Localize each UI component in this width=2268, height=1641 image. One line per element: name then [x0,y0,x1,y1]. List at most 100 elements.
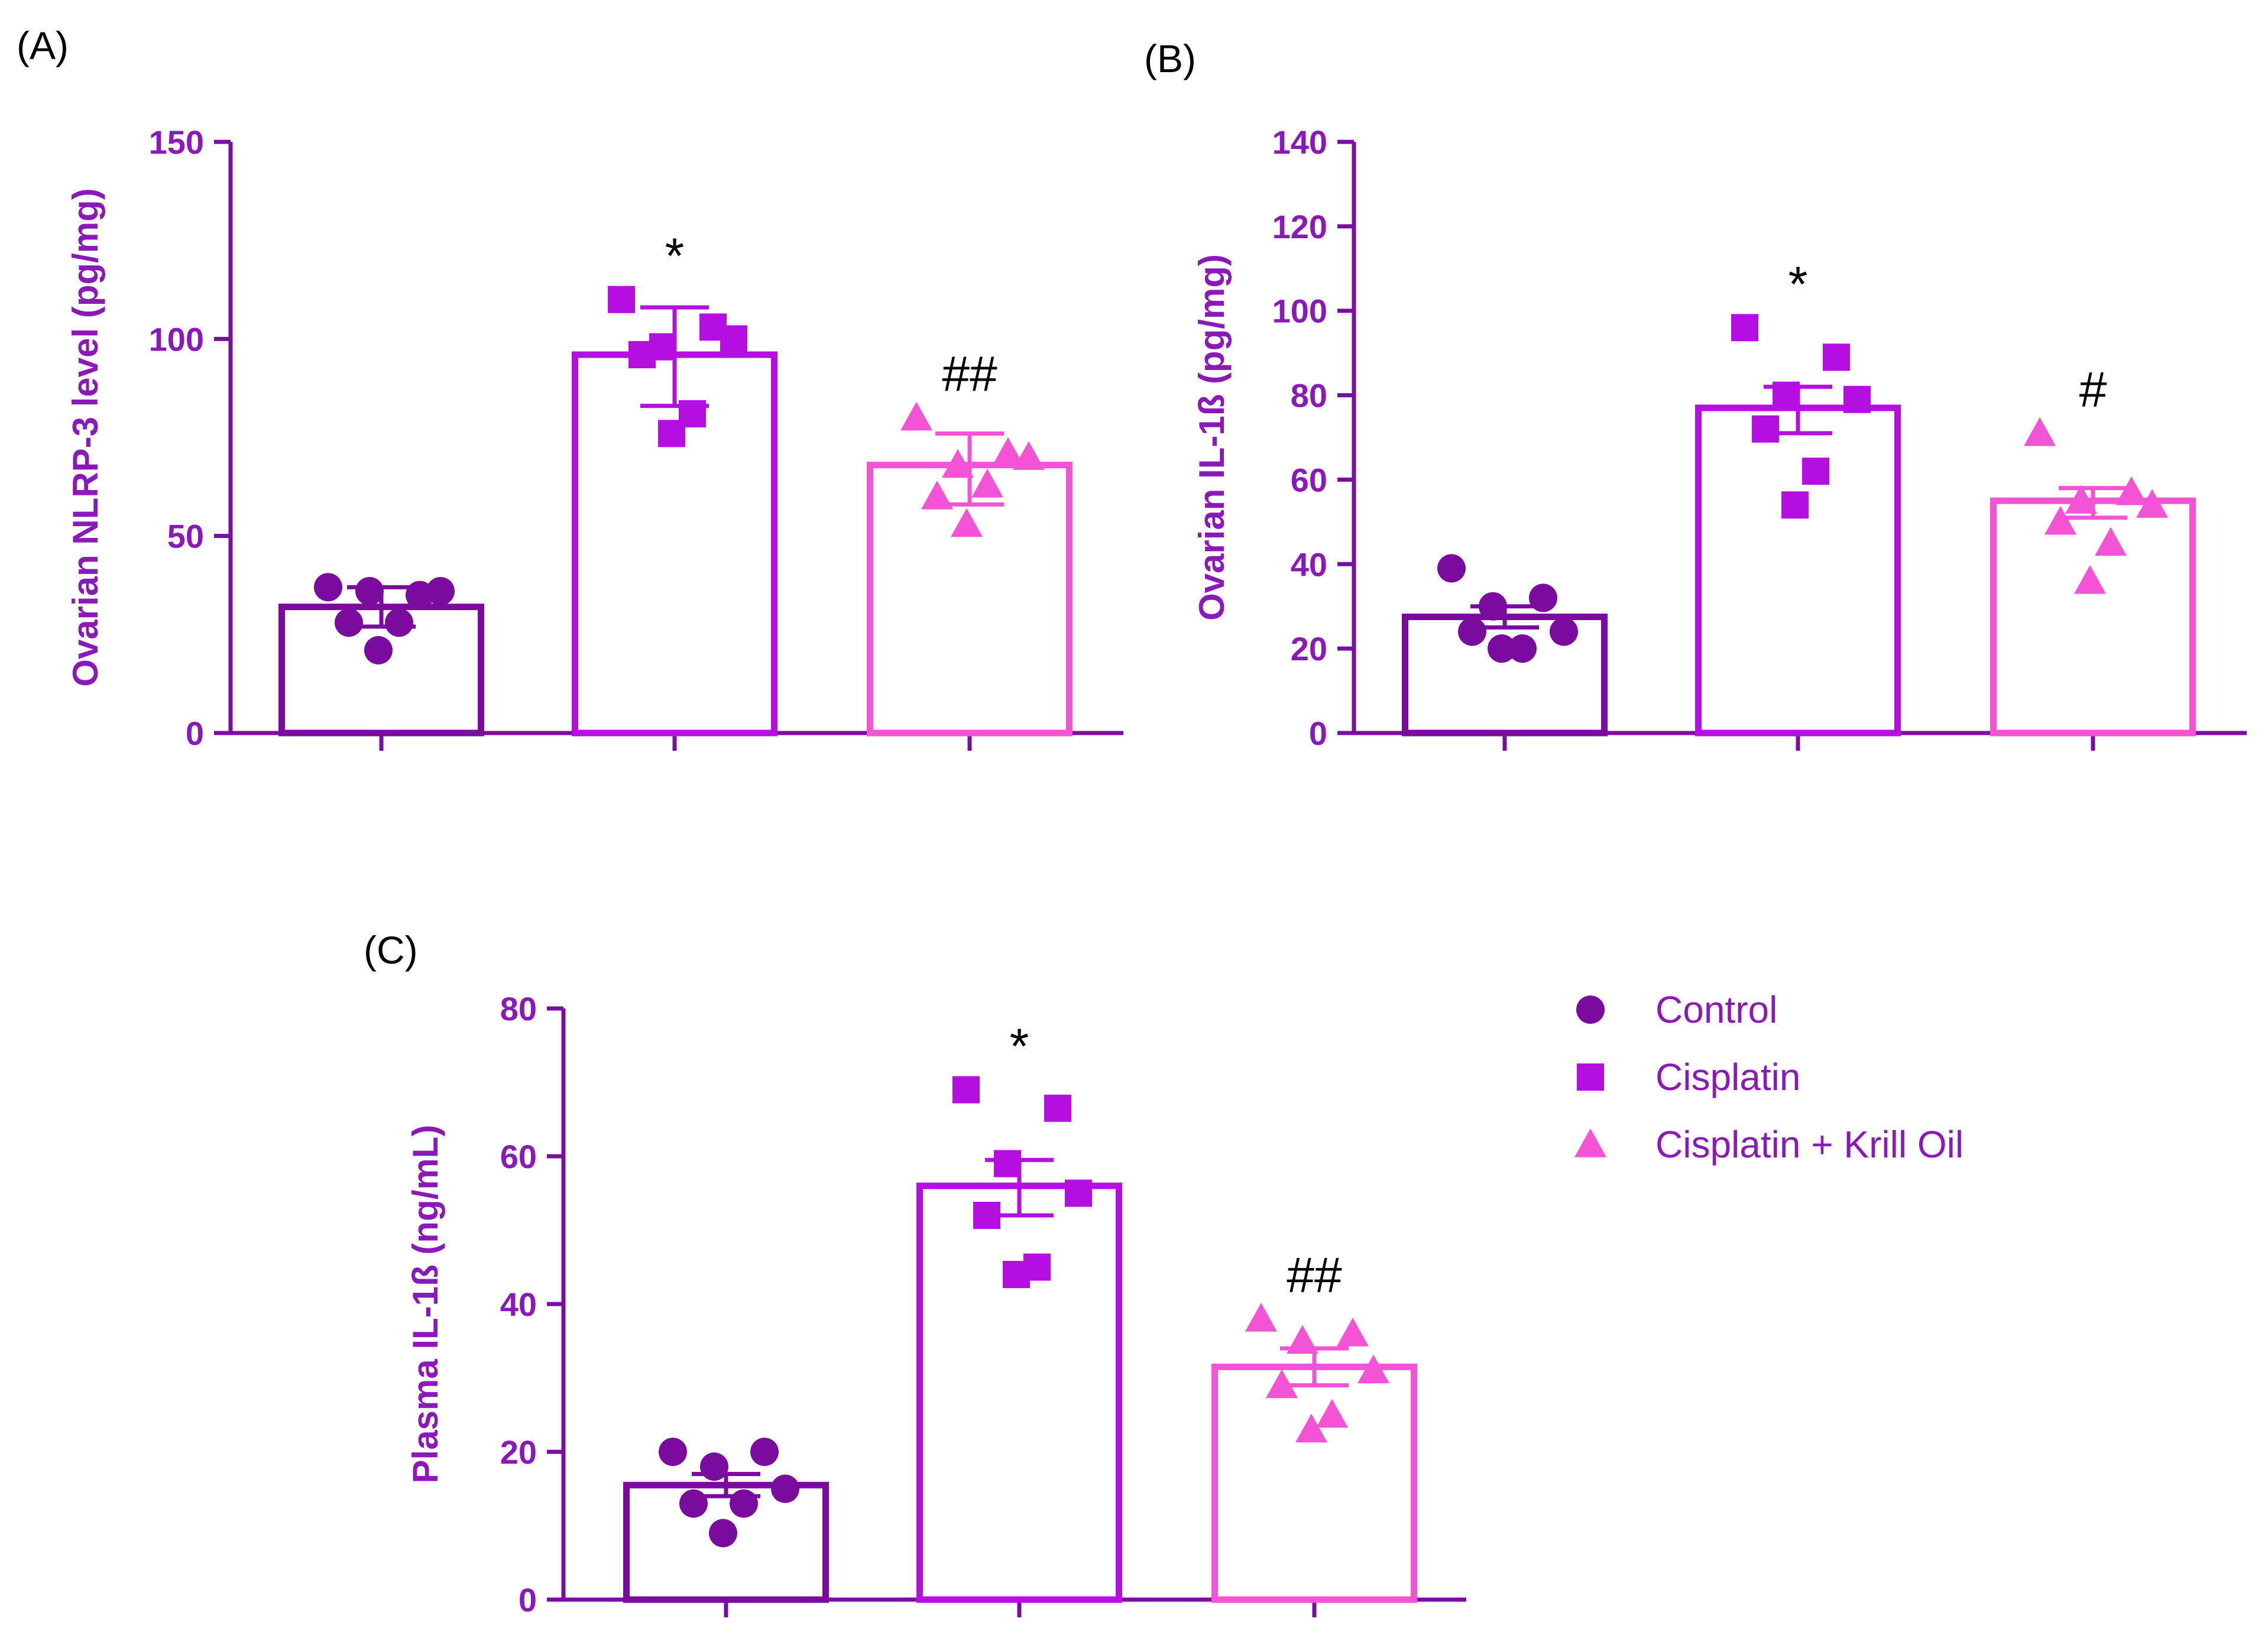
data-point [1550,617,1578,646]
data-point [1488,634,1516,663]
y-tick-label: 0 [1309,715,1327,752]
y-tick-label: 40 [1291,546,1327,583]
data-point [1337,1318,1369,1347]
legend-marker-triangle [1574,1128,1606,1157]
data-point [1781,491,1809,519]
bar-cisplatin-krill-oil [1990,497,2196,737]
data-point [1773,381,1800,409]
data-point [1437,554,1466,583]
y-tick-label: 60 [1291,461,1327,498]
y-tick-label: 100 [1272,293,1327,330]
data-point [1013,441,1045,470]
data-point [973,1202,1000,1229]
significance-annotation: * [1789,256,1808,312]
data-point [771,1474,799,1503]
data-point [709,1519,737,1548]
y-axis-title: Plasma IL-1ß (ng/mL) [406,1125,445,1484]
legend-label: Cisplatin + Krill Oil [1655,1123,1964,1166]
data-point [1044,1094,1071,1122]
bar-cisplatin [1695,404,1901,737]
data-point [1003,1261,1030,1288]
data-point [385,608,413,637]
data-point [1316,1399,1348,1428]
y-tick-label: 60 [500,1138,537,1175]
y-tick-label: 120 [1272,208,1327,245]
data-point [2045,505,2076,535]
data-point [720,325,747,353]
panel-c: (C) 0 20 40 60 80 Plasma IL-1ß (ng/mL) * ## [364,928,1466,1619]
data-point [335,608,363,637]
y-tick-label: 50 [167,518,204,555]
y-tick-label: 140 [1272,124,1327,161]
data-point [314,573,342,602]
data-point [1266,1369,1298,1399]
y-axis-title: Ovarian IL-1ß (pg/mg) [1192,254,1232,621]
data-point [426,577,455,605]
panel-b: (B) 0 20 40 60 80 100 120 140 Ovarian IL-1ß (pg/m… [1144,37,2247,752]
data-point [658,420,685,447]
data-point [608,286,635,313]
data-point [700,1452,728,1481]
data-point [1245,1303,1277,1332]
data-point [921,481,953,510]
panel-a: (A) 0 50 100 150 Ovarian NLRP-3 level (pg/mg)… [17,24,1123,752]
significance-annotation: # [2079,362,2107,417]
data-point [1529,583,1557,612]
data-point [628,341,656,368]
y-tick-label: 0 [186,715,204,752]
data-point [1479,592,1507,621]
significance-annotation: ## [1287,1247,1342,1303]
y-tick-label: 20 [1291,630,1327,667]
data-point [1843,385,1871,413]
y-tick-label: 0 [519,1581,537,1619]
data-point [992,437,1024,466]
data-point [1295,1413,1327,1443]
bar-cisplatin [572,351,777,737]
data-point [1823,343,1850,371]
significance-annotation: * [1010,1019,1029,1074]
data-point [679,1489,708,1518]
data-point [355,577,384,605]
data-point [952,1076,980,1104]
data-point [1731,314,1758,342]
data-point [1802,458,1829,485]
data-point [730,1489,758,1518]
data-point [994,1150,1021,1178]
legend-label: Cisplatin [1655,1056,1800,1098]
data-point [971,469,1003,498]
legend-marker-square [1577,1063,1604,1091]
significance-annotation: ## [942,346,997,402]
data-point [2136,489,2168,518]
legend-label: Control [1655,988,1777,1031]
y-axis-title: Ovarian NLRP-3 level (pg/mg) [66,188,105,687]
data-point [659,1438,687,1466]
data-point [364,636,393,664]
panel-label: (A) [17,24,69,67]
y-tick-label: 80 [1291,377,1327,414]
data-point [1287,1325,1318,1354]
y-tick-label: 40 [500,1286,537,1323]
data-point [942,449,974,478]
y-tick-label: 150 [149,124,204,161]
data-point [2074,565,2106,594]
panel-label: (C) [364,928,418,972]
y-tick-label: 80 [500,990,537,1027]
data-point [1065,1179,1092,1207]
y-tick-label: 20 [500,1434,537,1471]
data-point [750,1438,779,1466]
data-point [2024,417,2056,446]
data-point [900,401,932,431]
data-point [1508,634,1537,663]
bar-cisplatin-krill-oil [1211,1363,1417,1603]
data-point [1357,1354,1389,1384]
significance-annotation: * [665,228,685,284]
bar-cisplatin [916,1182,1122,1603]
legend-marker-circle [1576,995,1605,1024]
data-point [1752,415,1779,443]
data-point [2095,527,2127,556]
data-point [1458,617,1486,646]
y-tick-label: 100 [149,320,204,358]
legend: Control Cisplatin Cisplatin + Krill Oil [1574,988,1964,1166]
data-point [2115,476,2147,505]
